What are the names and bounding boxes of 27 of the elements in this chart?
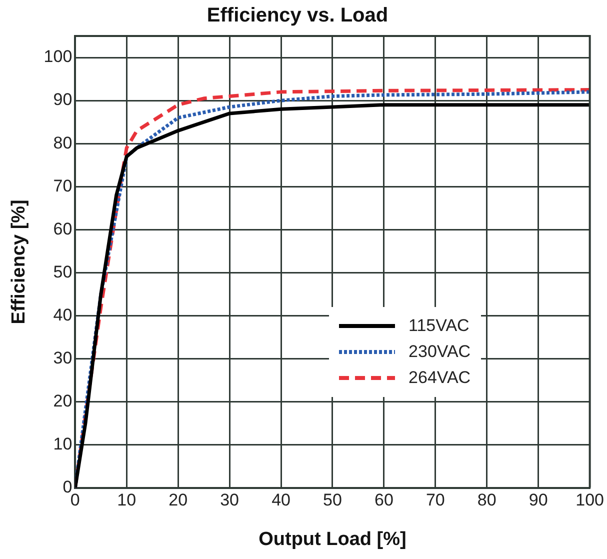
x-tick-label: 70 [426,490,445,510]
y-tick-label: 90 [53,90,72,110]
legend-label: 115VAC [408,316,470,336]
y-tick-label: 20 [53,391,72,410]
y-tick-label: 100 [44,47,72,66]
y-axis-title: Efficiency [%] [8,200,30,324]
y-tick-label: 80 [53,133,72,152]
x-tick-label: 10 [117,490,136,510]
x-tick-label: 80 [477,490,496,510]
legend-label: 230VAC [408,342,471,362]
x-tick-label: 20 [168,490,188,510]
x-tick-label: 50 [323,490,342,510]
y-tick-label: 30 [53,348,72,368]
x-tick-label: 60 [374,490,394,510]
chart-title: Efficiency vs. Load [206,4,388,27]
x-tick-label: 90 [528,490,548,510]
y-tick-label: 60 [53,219,72,238]
y-tick-label: 70 [53,176,72,196]
y-tick-label: 0 [62,477,72,496]
y-tick-label: 10 [53,434,72,454]
x-tick-label: 40 [272,490,290,510]
y-tick-label: 50 [53,262,72,282]
x-axis-title: Output Load [%] [258,528,406,550]
legend-label: 264VAC [408,368,471,388]
x-tick-label: 100 [576,490,604,510]
y-tick-label: 40 [53,305,72,324]
x-tick-label: 30 [220,490,240,510]
